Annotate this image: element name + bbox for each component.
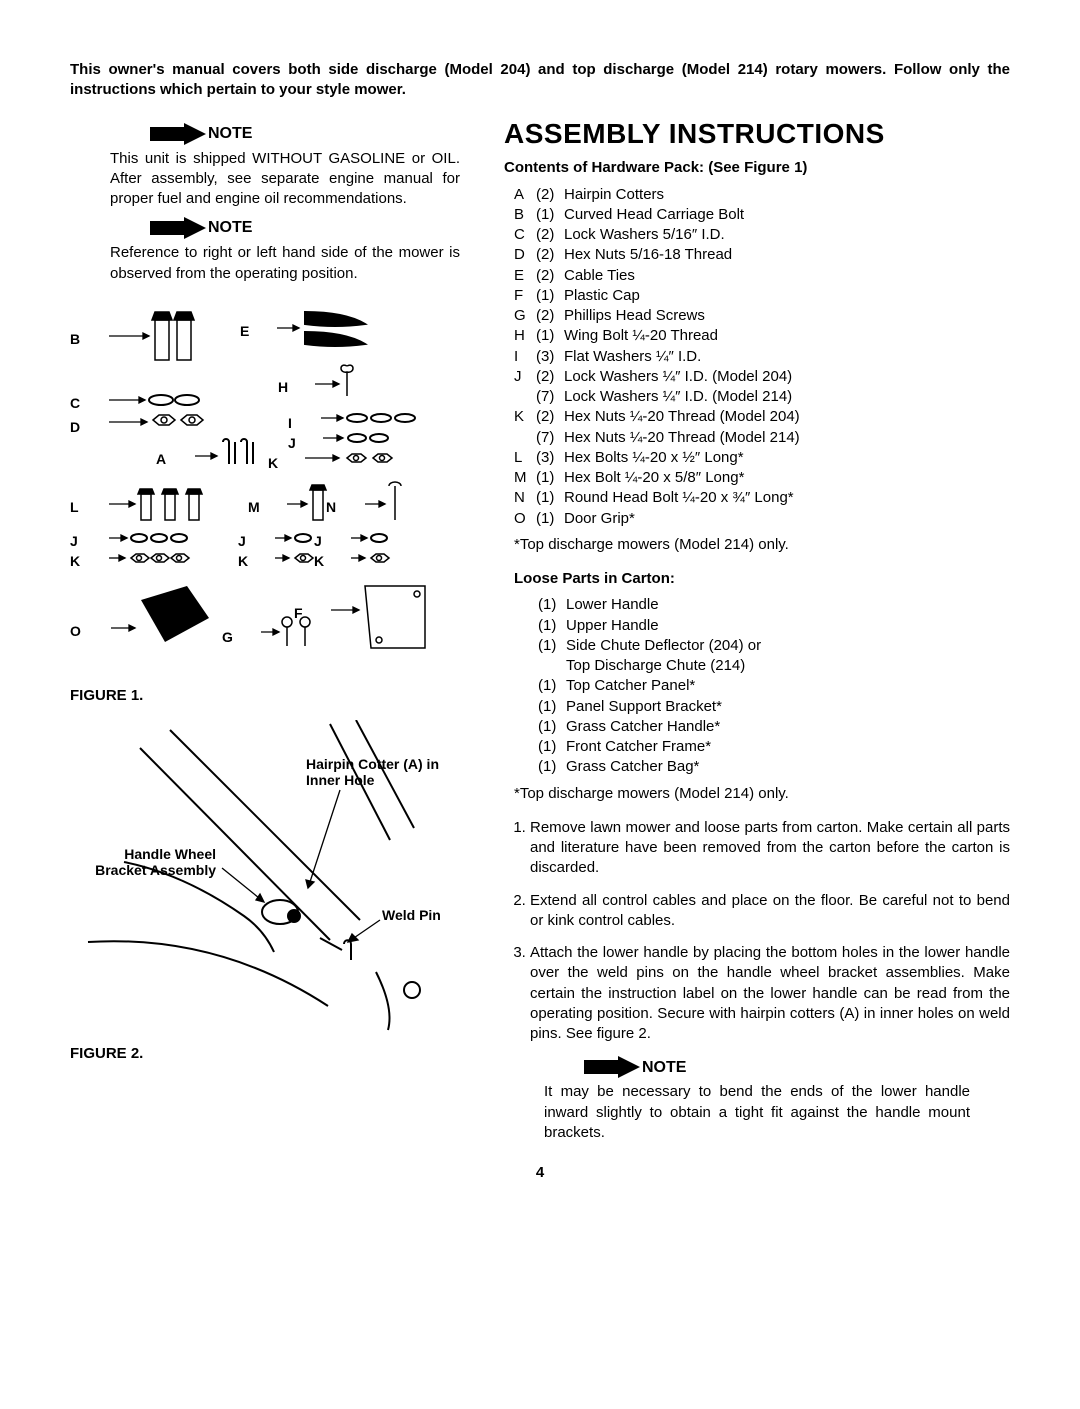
fig1-label-k: K: [70, 552, 80, 571]
step-item: Remove lawn mower and loose parts from c…: [530, 818, 1010, 879]
hardware-item: L(3)Hex Bolts ¼-20 x ½″ Long*: [514, 448, 1010, 468]
figure-1-caption: FIGURE 1.: [70, 686, 480, 706]
fig1-label-l: L: [70, 498, 79, 517]
note-label: NOTE: [208, 217, 252, 239]
fig1-label-d: D: [70, 418, 80, 437]
fig1-label-j: J: [314, 532, 322, 551]
figure-1: B C D A E H I J K L M N J K J K J K O G: [70, 302, 480, 706]
fig2-label-weld: Weld Pin: [382, 906, 441, 925]
fig1-label-e: E: [240, 322, 249, 341]
step-item: Attach the lower handle by placing the b…: [530, 943, 1010, 1044]
hardware-item: K(2)Hex Nuts ¼-20 Thread (Model 204): [514, 407, 1010, 427]
arrow-icon: [150, 217, 206, 239]
hardware-footnote: *Top discharge mowers (Model 214) only.: [514, 535, 1010, 555]
hardware-item: G(2)Phillips Head Screws: [514, 306, 1010, 326]
hardware-item: H(1)Wing Bolt ¼-20 Thread: [514, 326, 1010, 346]
page-title: ASSEMBLY INSTRUCTIONS: [504, 115, 1010, 153]
left-column: NOTE This unit is shipped WITHOUT GASOLI…: [70, 115, 480, 1144]
fig1-label-i: I: [288, 414, 292, 433]
arrow-icon: [584, 1056, 640, 1078]
figure-2: Hairpin Cotter (A) in Inner Hole Handle …: [70, 720, 480, 1040]
hardware-item: A(2)Hairpin Cotters: [514, 185, 1010, 205]
hardware-item: C(2)Lock Washers 5/16″ I.D.: [514, 225, 1010, 245]
loose-item: (1)Upper Handle: [538, 616, 1010, 636]
loose-item: (1)Panel Support Bracket*: [538, 697, 1010, 717]
fig1-label-k: K: [238, 552, 248, 571]
fig1-label-b: B: [70, 330, 80, 349]
hardware-item: F(1)Plastic Cap: [514, 286, 1010, 306]
note-1-body: This unit is shipped WITHOUT GASOLINE or…: [110, 149, 460, 210]
note-2-body: Reference to right or left hand side of …: [110, 243, 460, 284]
fig1-label-o: O: [70, 622, 81, 641]
hardware-item: B(1)Curved Head Carriage Bolt: [514, 205, 1010, 225]
loose-item: (1)Front Catcher Frame*: [538, 737, 1010, 757]
fig1-label-g: G: [222, 628, 233, 647]
loose-item: (1)Grass Catcher Bag*: [538, 757, 1010, 777]
fig1-label-k: K: [268, 454, 278, 473]
hardware-item: M(1)Hex Bolt ¼-20 x 5/8″ Long*: [514, 468, 1010, 488]
fig1-label-m: M: [248, 498, 260, 517]
assembly-steps: Remove lawn mower and loose parts from c…: [504, 818, 1010, 1045]
hardware-item: N(1)Round Head Bolt ¼-20 x ¾″ Long*: [514, 488, 1010, 508]
fig1-label-h: H: [278, 378, 288, 397]
fig1-label-j: J: [238, 532, 246, 551]
note-label: NOTE: [642, 1057, 686, 1079]
page-number: 4: [70, 1163, 1010, 1183]
figure-1-drawing: [70, 302, 480, 682]
step-item: Extend all control cables and place on t…: [530, 891, 1010, 932]
loose-item: (1)Grass Catcher Handle*: [538, 717, 1010, 737]
note-label: NOTE: [208, 123, 252, 145]
fig1-label-n: N: [326, 498, 336, 517]
note-3-body: It may be necessary to bend the ends of …: [544, 1082, 970, 1143]
loose-item: (1)Top Catcher Panel*: [538, 676, 1010, 696]
note-arrow-3: NOTE: [584, 1056, 1010, 1078]
hardware-item: J(2)Lock Washers ¼″ I.D. (Model 204): [514, 367, 1010, 387]
hardware-item: (7)Lock Washers ¼″ I.D. (Model 214): [514, 387, 1010, 407]
loose-item: (1)Lower Handle: [538, 595, 1010, 615]
fig2-label-hairpin: Hairpin Cotter (A) in Inner Hole: [306, 756, 456, 788]
note-arrow-1: NOTE: [150, 123, 480, 145]
loose-heading: Loose Parts in Carton:: [514, 569, 1010, 589]
hardware-item: O(1)Door Grip*: [514, 509, 1010, 529]
hardware-item: I(3)Flat Washers ¼″ I.D.: [514, 347, 1010, 367]
loose-item: Top Discharge Chute (214): [538, 656, 1010, 676]
hardware-item: E(2)Cable Ties: [514, 266, 1010, 286]
fig1-label-a: A: [156, 450, 166, 469]
fig1-label-j: J: [288, 434, 296, 453]
hardware-item: (7)Hex Nuts ¼-20 Thread (Model 214): [514, 428, 1010, 448]
fig2-label-wheel: Handle Wheel Bracket Assembly: [76, 846, 216, 878]
note-arrow-2: NOTE: [150, 217, 480, 239]
hardware-item: D(2)Hex Nuts 5/16-18 Thread: [514, 245, 1010, 265]
loose-footnote: *Top discharge mowers (Model 214) only.: [514, 784, 1010, 804]
fig1-label-k: K: [314, 552, 324, 571]
loose-list: (1)Lower Handle(1)Upper Handle(1)Side Ch…: [538, 595, 1010, 777]
figure-2-caption: FIGURE 2.: [70, 1044, 480, 1064]
fig1-label-j: J: [70, 532, 78, 551]
hardware-list: A(2)Hairpin CottersB(1)Curved Head Carri…: [514, 185, 1010, 529]
loose-item: (1)Side Chute Deflector (204) or: [538, 636, 1010, 656]
right-column: ASSEMBLY INSTRUCTIONS Contents of Hardwa…: [504, 115, 1010, 1144]
fig1-label-c: C: [70, 394, 80, 413]
hardware-heading: Contents of Hardware Pack: (See Figure 1…: [504, 158, 1010, 178]
intro-text: This owner's manual covers both side dis…: [70, 60, 1010, 101]
arrow-icon: [150, 123, 206, 145]
fig1-label-f: F: [294, 604, 303, 623]
